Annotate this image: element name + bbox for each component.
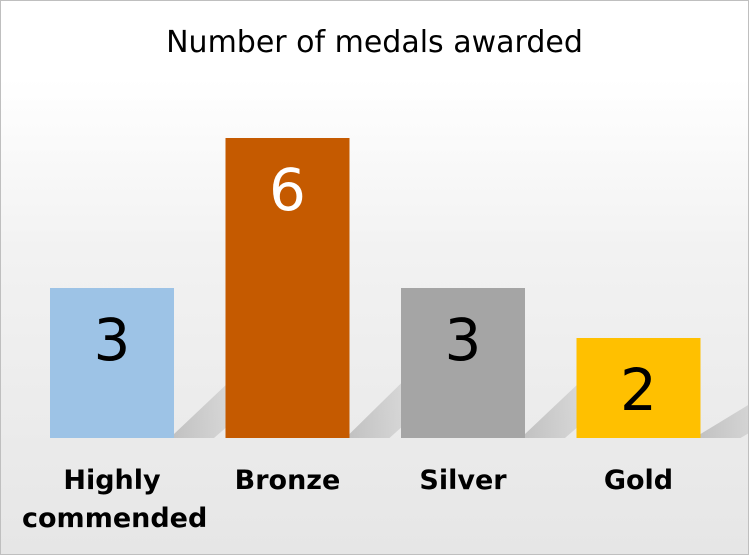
tick-label: Gold <box>549 462 729 500</box>
data-label: 2 <box>620 356 657 424</box>
data-label: 6 <box>269 156 306 224</box>
tick-label-line: commended <box>22 503 208 534</box>
bar-shadow <box>700 405 748 438</box>
tick-label-line: Gold <box>603 465 674 496</box>
bar <box>225 138 350 438</box>
bar <box>576 338 701 438</box>
tick-label-line: Highly <box>63 465 161 496</box>
bar <box>401 288 525 438</box>
tick-label-line: Silver <box>419 465 507 496</box>
tick-label-line: Bronze <box>234 465 341 496</box>
tick-label: Bronze <box>198 462 378 500</box>
data-label: 3 <box>445 306 482 374</box>
tick-label: Highly commended <box>22 462 208 538</box>
tick-label: Silver <box>373 462 553 500</box>
bar <box>50 288 174 438</box>
chart-title: Number of medals awarded <box>166 25 583 60</box>
data-label: 3 <box>94 306 131 374</box>
